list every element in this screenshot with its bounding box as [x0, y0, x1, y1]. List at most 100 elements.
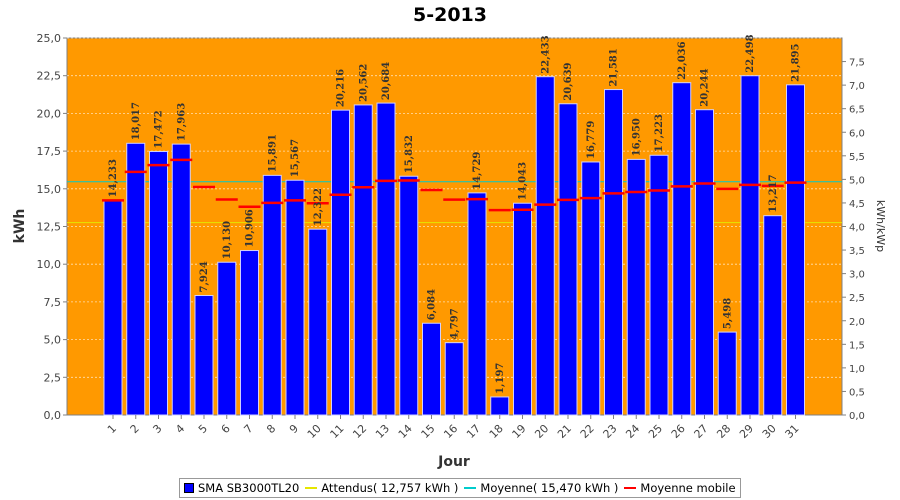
- legend-swatch-moving-average: [624, 487, 637, 489]
- legend-label-production: SMA SB3000TL20: [198, 481, 300, 495]
- x-tick-label: 5: [196, 422, 210, 436]
- y-tick-label: 15,0: [37, 183, 62, 196]
- x-tick-label: 21: [555, 422, 574, 441]
- y2-tick-label: 2,0: [849, 317, 865, 328]
- value-label-day-12: 20,562: [358, 64, 369, 102]
- value-label-day-14: 15,832: [404, 135, 415, 173]
- value-label-day-19: 14,043: [518, 162, 529, 200]
- y2-tick-label: 6,0: [849, 128, 865, 139]
- value-label-day-13: 20,684: [381, 62, 392, 100]
- y2-tick-label: 2,5: [849, 293, 865, 304]
- y-tick-label: 25,0: [37, 32, 62, 45]
- y2-axis-label: kWh/kWp: [874, 200, 887, 252]
- y-axis-label: kWh: [12, 209, 28, 244]
- x-tick-label: 2: [128, 422, 142, 436]
- y2-tick-label: 4,5: [849, 199, 865, 210]
- x-tick-label: 29: [737, 422, 756, 441]
- value-label-day-11: 20,216: [336, 69, 347, 107]
- y2-tick-label: 0,0: [849, 411, 865, 422]
- x-tick-label: 27: [692, 422, 711, 441]
- y-tick-label: 17,5: [37, 145, 62, 158]
- bar-day-26: [672, 82, 692, 416]
- legend-label-moving-average: Moyenne mobile: [640, 481, 736, 495]
- x-tick-label: 16: [441, 422, 460, 441]
- value-label-day-25: 17,223: [654, 114, 665, 152]
- y-tick-label: 12,5: [37, 221, 62, 234]
- value-label-day-16: 4,797: [449, 308, 460, 339]
- y2-tick-label: 3,5: [849, 246, 865, 257]
- x-tick-label: 3: [150, 422, 164, 436]
- bar-day-17: [467, 192, 487, 416]
- bar-day-3: [149, 151, 168, 416]
- moving-average-markers: [102, 158, 807, 212]
- y2-axis: 0,0 0,5 1,0 1,5 2,0 2,5 3,0 3,5 4,0 4,5 5,0 5,5 6,0 6…: [842, 58, 865, 422]
- y2-tick-label: 1,0: [849, 364, 865, 375]
- bar-day-21: [558, 103, 578, 416]
- y2-tick-label: 5,5: [849, 152, 865, 163]
- bar-day-20: [535, 76, 555, 416]
- y-tick-label: 10,0: [37, 258, 62, 271]
- value-label-day-10: 12,322: [313, 188, 324, 226]
- x-tick-label: 8: [264, 422, 278, 436]
- y2-tick-label: 6,5: [849, 105, 865, 116]
- value-labels: 14,233 18,017 17,472 17,963 7,924 10,130 10,90…: [108, 34, 802, 394]
- y2-tick-label: 3,0: [849, 270, 865, 281]
- y-tick-label: 0,0: [44, 409, 62, 422]
- y-tick-label: 2,5: [44, 371, 62, 384]
- bar-day-28: [717, 331, 737, 416]
- value-label-day-26: 22,036: [677, 41, 688, 79]
- y-axis: 0,0 2,5 5,0 7,5 10,0 12,5 15,0 17,5 20,0 22,5 25,0: [37, 32, 67, 422]
- x-tick-label: 10: [305, 422, 324, 441]
- x-axis: 1 2 3 4 5 6 7 8 9 10 11 12 13 14 15 16 17 18 19 20 21 22 23 24 2…: [105, 415, 802, 441]
- value-label-day-24: 16,950: [631, 118, 642, 156]
- bar-day-31: [786, 84, 805, 416]
- bar-day-27: [695, 109, 714, 416]
- value-label-day-8: 15,891: [267, 134, 278, 172]
- bar-day-5: [194, 295, 214, 416]
- value-label-day-17: 14,729: [472, 152, 483, 190]
- y-tick-label: 5,0: [44, 334, 62, 347]
- x-tick-label: 30: [760, 422, 779, 441]
- legend-item-average: Moyenne( 15,470 kWh ): [464, 481, 618, 495]
- y-tick-label: 7,5: [44, 296, 62, 309]
- bar-day-7: [240, 250, 259, 416]
- x-tick-label: 26: [669, 422, 688, 441]
- x-tick-label: 11: [328, 422, 347, 441]
- x-tick-label: 13: [373, 422, 392, 441]
- bar-day-15: [422, 322, 441, 416]
- value-label-day-27: 20,244: [700, 68, 711, 106]
- bars: [103, 75, 805, 416]
- x-tick-label: 22: [578, 422, 597, 441]
- x-tick-label: 23: [601, 422, 620, 441]
- y-tick-label: 22,5: [37, 70, 62, 83]
- x-tick-label: 17: [464, 422, 483, 441]
- bar-day-29: [740, 75, 760, 416]
- value-label-day-6: 10,130: [222, 221, 233, 259]
- x-tick-label: 4: [173, 422, 187, 436]
- value-label-day-15: 6,084: [427, 289, 438, 320]
- legend: SMA SB3000TL20 Attendus( 12,757 kWh ) Mo…: [179, 478, 741, 498]
- x-tick-label: 6: [219, 422, 233, 436]
- value-label-day-21: 20,639: [563, 62, 574, 100]
- bar-day-10: [308, 228, 328, 416]
- y2-tick-label: 4,0: [849, 223, 865, 234]
- y2-tick-label: 7,0: [849, 81, 865, 92]
- bar-day-22: [581, 161, 601, 416]
- chart-title: 5-2013: [413, 4, 487, 26]
- legend-swatch-production: [184, 483, 194, 493]
- legend-swatch-expected: [305, 487, 318, 489]
- bar-day-2: [126, 142, 146, 416]
- x-tick-label: 31: [783, 422, 802, 441]
- y-tick-label: 20,0: [37, 107, 62, 120]
- value-label-day-18: 1,197: [495, 363, 506, 394]
- value-label-day-20: 22,433: [540, 35, 551, 73]
- bar-day-1: [103, 199, 123, 416]
- x-axis-label: Jour: [437, 454, 470, 470]
- value-label-day-1: 14,233: [108, 159, 119, 197]
- legend-item-moving-average: Moyenne mobile: [624, 481, 736, 495]
- x-tick-label: 9: [287, 422, 301, 436]
- value-label-day-4: 17,963: [176, 103, 187, 141]
- y2-tick-label: 1,5: [849, 340, 865, 351]
- bar-day-14: [399, 175, 419, 416]
